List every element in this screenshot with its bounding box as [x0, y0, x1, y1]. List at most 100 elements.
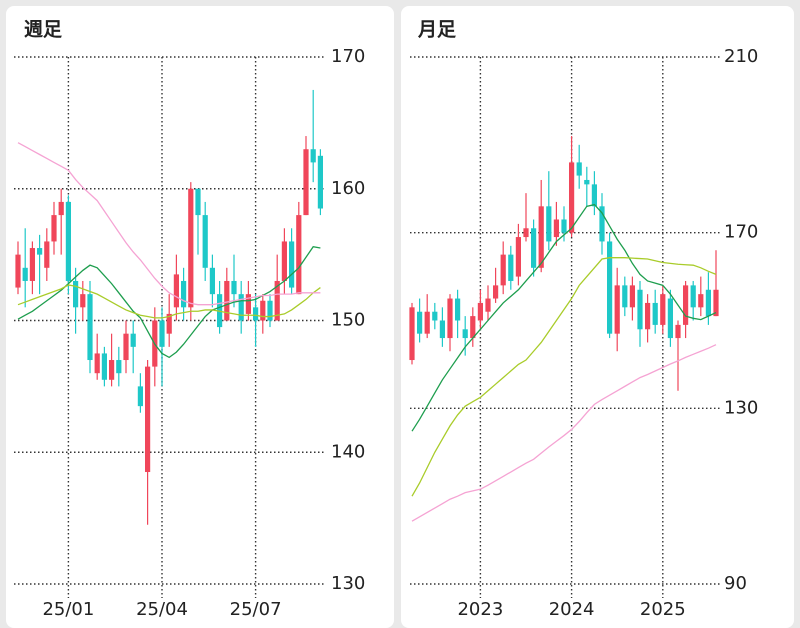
y-tick-label: 90 — [724, 573, 747, 594]
candle-body — [80, 294, 86, 308]
candle-body — [447, 298, 453, 339]
panel — [6, 6, 394, 628]
candle-body — [123, 333, 129, 361]
candle-body — [515, 237, 521, 277]
moving-average — [411, 257, 717, 497]
candle-body — [296, 215, 302, 295]
candle-body — [546, 206, 552, 242]
candle-body — [683, 285, 689, 325]
candle-body — [713, 289, 719, 317]
candle-body — [569, 162, 575, 233]
candle-body — [652, 302, 658, 325]
candle-body — [417, 311, 423, 334]
candle-body — [462, 329, 468, 339]
candle-body — [289, 241, 295, 288]
candle-body — [698, 294, 704, 308]
candle-body — [553, 219, 559, 238]
candle-body — [65, 201, 71, 281]
moving-average — [411, 203, 717, 432]
x-tick-label: 2023 — [457, 599, 503, 620]
candle-body — [188, 188, 194, 308]
candle-body — [561, 219, 567, 233]
candle-body — [690, 285, 696, 308]
candle-body — [209, 267, 215, 295]
chart-title: 月足 — [417, 19, 457, 41]
candle-body — [531, 228, 537, 268]
candle-body — [584, 179, 590, 185]
y-tick-label: 150 — [331, 310, 365, 331]
x-tick-label: 2025 — [640, 599, 686, 620]
candle-body — [485, 298, 491, 312]
candle-body — [599, 206, 605, 242]
x-tick-label: 25/07 — [230, 599, 282, 620]
candle-body — [231, 280, 237, 295]
candle-body — [477, 302, 483, 321]
moving-average — [17, 284, 321, 319]
candle-body — [145, 366, 151, 473]
candle-body — [645, 302, 651, 330]
candle-body — [591, 184, 597, 207]
chart-title: 週足 — [24, 19, 63, 41]
candle-body — [166, 313, 172, 334]
candle-body — [224, 280, 230, 321]
x-tick-label: 2024 — [549, 599, 595, 620]
candle-body — [675, 324, 681, 339]
candle-body — [44, 241, 50, 268]
candle-body — [538, 206, 544, 268]
candle-body — [667, 298, 673, 339]
candle-body — [439, 320, 445, 339]
x-tick-label: 25/01 — [42, 599, 94, 620]
candle-body — [37, 248, 43, 255]
moving-average — [411, 344, 717, 522]
candle-body — [173, 274, 179, 308]
candle-body — [253, 307, 259, 321]
candle-body — [87, 294, 93, 361]
y-tick-label: 210 — [724, 46, 758, 67]
candle-body — [317, 155, 323, 209]
candle-body — [576, 162, 582, 176]
candle-body — [109, 360, 115, 380]
candle-body — [58, 201, 64, 216]
candle-body — [500, 254, 506, 286]
candle-body — [238, 294, 244, 321]
candle-body — [274, 280, 280, 321]
panel — [401, 6, 794, 628]
candle-body — [159, 320, 165, 347]
candle-body — [432, 311, 438, 321]
candle-body — [660, 294, 666, 325]
candle-body — [493, 285, 499, 299]
candle-body — [137, 386, 143, 407]
candle-body — [607, 241, 613, 334]
candle-body — [116, 360, 122, 374]
candle-body — [523, 228, 529, 238]
candle-body — [614, 285, 620, 334]
candle-body — [310, 149, 316, 163]
candle-body — [303, 149, 309, 216]
candle-body — [622, 285, 628, 308]
candle-body — [267, 300, 273, 321]
candle-body — [260, 300, 266, 321]
candle-body — [202, 215, 208, 268]
candle-body — [424, 311, 430, 334]
y-tick-label: 170 — [724, 222, 758, 243]
y-tick-label: 170 — [331, 46, 365, 67]
candle-body — [29, 248, 35, 281]
candle-body — [245, 294, 251, 314]
candle-body — [22, 267, 28, 281]
candle-body — [51, 215, 57, 242]
candle-body — [94, 353, 100, 374]
candle-body — [637, 289, 643, 330]
y-tick-label: 160 — [331, 178, 365, 199]
moving-average — [17, 142, 321, 306]
candle-body — [130, 333, 136, 347]
y-tick-label: 130 — [331, 573, 365, 594]
candle-body — [15, 254, 21, 288]
candle-body — [629, 285, 635, 308]
candle-body — [455, 298, 461, 321]
candle-body — [508, 254, 514, 281]
candle-body — [705, 289, 711, 317]
candle-body — [409, 307, 415, 361]
candle-body — [195, 188, 201, 216]
y-tick-label: 130 — [724, 397, 758, 418]
